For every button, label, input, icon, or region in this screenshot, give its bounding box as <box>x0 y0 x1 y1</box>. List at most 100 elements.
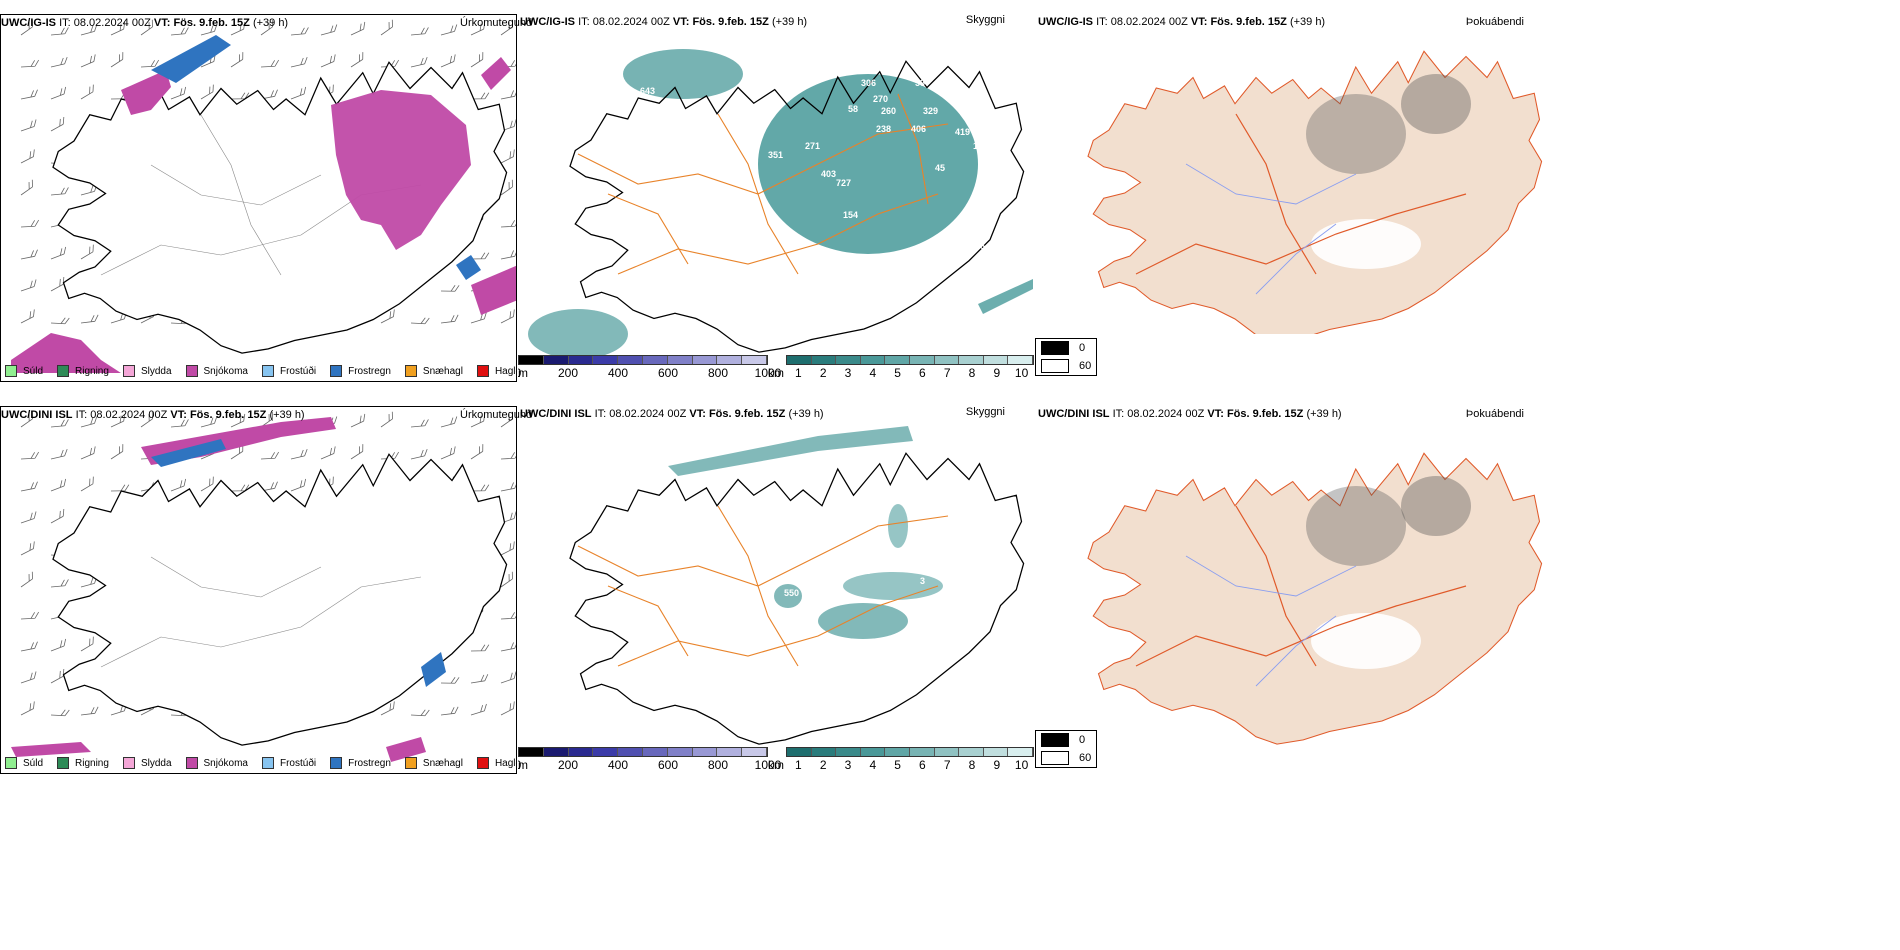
colorbar-tick: 200 <box>557 758 579 772</box>
lead-time: (+39 h) <box>1306 408 1342 420</box>
colorbar-tick: 800 <box>707 366 729 380</box>
legend-label: Rigning <box>75 757 109 769</box>
colorbar-tick: 6 <box>919 758 926 772</box>
panel-title-fog: Þokuábendi <box>1465 408 1524 420</box>
colorbar-bin <box>667 356 693 364</box>
wind-barb <box>290 448 308 460</box>
fog-legend-swatch <box>1041 341 1069 355</box>
colorbar-bin <box>642 356 668 364</box>
wind-barb <box>290 56 308 68</box>
wind-barb <box>470 252 490 260</box>
lead-time: (+39 h) <box>788 408 824 420</box>
row-header: UWC/DINI ISL IT: 08.02.2024 00Z VT: Fös.… <box>1 409 305 421</box>
legend-swatch <box>330 365 343 377</box>
colorbar-bin <box>1008 356 1033 364</box>
wind-barb <box>80 636 94 652</box>
colorbar-tick: 9 <box>993 366 1001 380</box>
visibility-value-label: 260 <box>881 106 896 116</box>
legend-label: Snjókoma <box>203 757 248 769</box>
wind-barb <box>50 709 70 717</box>
lead-time: (+39 h) <box>771 16 808 28</box>
colorbar-tick: 8 <box>968 366 976 380</box>
colorbar-tick: 3 <box>844 758 852 772</box>
vt-label: VT: <box>1207 408 1224 420</box>
colorbar-bin <box>909 748 935 756</box>
colorbar-bin <box>787 356 812 364</box>
visibility-value-label: 45 <box>935 163 945 173</box>
wind-barb <box>290 27 309 36</box>
colorbar-bin <box>568 748 594 756</box>
colorbar-tick: 10 <box>1014 758 1029 772</box>
legend-label: Frostúði <box>279 365 317 377</box>
snowfall-area <box>331 90 471 250</box>
visibility-value-label: 238 <box>876 124 891 134</box>
vt-label: VT: <box>170 409 187 421</box>
fog-legend-swatch <box>1041 751 1069 765</box>
colorbar-tick: 200 <box>557 366 579 380</box>
visibility-value-label: 550 <box>784 588 799 598</box>
wind-barb <box>50 638 67 652</box>
colorbar-tick: 5 <box>894 758 901 772</box>
vt-label: VT: <box>1190 16 1208 28</box>
lead-time: (+39 h) <box>1289 16 1326 28</box>
wind-barb <box>20 179 33 196</box>
precip-legend: Súld Rigning Slydda Snjókoma Frostúði Frostre… <box>5 757 516 769</box>
wind-barb <box>380 701 395 716</box>
wind-barb <box>410 448 428 460</box>
wind-barb <box>140 411 153 428</box>
legend-item: Súld <box>5 365 43 377</box>
colorbar-strip <box>786 747 1034 757</box>
it-value: 08.02.2024 00Z <box>1110 16 1188 28</box>
colorbar-bin <box>959 356 984 364</box>
fog-legend-label: 0 <box>1079 734 1086 746</box>
vt-value: Fös. 9.feb. 15Z <box>173 17 250 29</box>
colorbar-tick: 1 <box>795 758 802 772</box>
wind-barb <box>380 309 395 324</box>
colorbar-bin <box>860 748 886 756</box>
wind-barb <box>50 86 67 100</box>
wind-barb <box>20 119 37 132</box>
colorbar-tick: 1 <box>795 366 802 380</box>
row-header: UWC/DINI ISL IT: 08.02.2024 00Z VT: Fös.… <box>1038 408 1342 420</box>
colorbar-tick: 0 <box>518 758 521 772</box>
wind-barb <box>470 644 490 652</box>
colorbar-tick: 4 <box>869 366 877 380</box>
legend-swatch <box>261 757 274 769</box>
wind-barb <box>380 19 393 36</box>
fog-legend-label: 0 <box>1079 342 1086 354</box>
wind-barb <box>110 52 124 68</box>
wind-barb <box>500 611 516 620</box>
colorbar-km: 1 2 3 4 5 6 7 8 9 10 km <box>768 355 1034 380</box>
wind-barb <box>230 52 244 68</box>
legend-swatch <box>57 757 70 769</box>
legend-label: Frostúði <box>279 757 317 769</box>
wind-barb <box>230 413 246 428</box>
wind-barb <box>80 416 98 428</box>
colorbar-tick: 1000 <box>754 366 782 380</box>
wind-barb <box>80 706 99 716</box>
colorbar-bin <box>593 748 619 756</box>
wind-barb <box>140 19 153 36</box>
wind-barb <box>320 54 336 68</box>
precip-legend: Súld Rigning Slydda Snjókoma Frostúði Frostre… <box>5 365 516 377</box>
model-name: UWC/DINI ISL <box>1 409 73 421</box>
colorbar-strip <box>518 747 768 757</box>
wind-barb <box>20 701 35 716</box>
colorbar-bin <box>742 356 767 364</box>
legend-label: Slydda <box>140 365 172 377</box>
wind-barb <box>260 19 273 36</box>
colorbar-tick: 600 <box>657 758 679 772</box>
colorbar-meters: 0 200 400 600 800 1000 m <box>518 355 781 380</box>
legend-item: Snjókoma <box>185 757 248 769</box>
wind-barb <box>470 444 484 460</box>
legend-swatch <box>57 365 70 377</box>
wind-barb <box>50 579 69 588</box>
wind-barb <box>440 314 459 324</box>
legend-item: Frostúði <box>261 365 317 377</box>
wind-barb <box>350 21 366 36</box>
it-label: IT: <box>578 16 590 28</box>
colorbar-bin <box>618 356 643 364</box>
fog-legend-row: 0 <box>1036 731 1096 749</box>
wind-barb <box>170 478 187 492</box>
precip-type-panel-top: UWC/IG-IS IT: 08.02.2024 00Z VT: Fös. 9.… <box>0 14 517 382</box>
